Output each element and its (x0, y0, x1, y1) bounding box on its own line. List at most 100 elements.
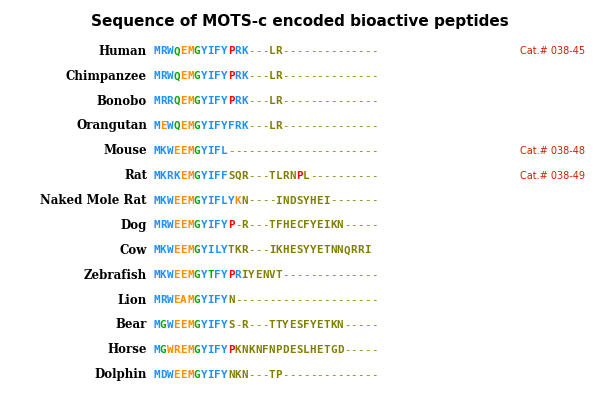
Text: M: M (153, 220, 160, 231)
Text: R: R (235, 71, 241, 81)
Text: -: - (350, 320, 357, 330)
Text: -: - (262, 220, 268, 231)
Text: F: F (214, 345, 221, 355)
Text: -: - (337, 46, 343, 56)
Text: G: G (194, 71, 200, 81)
Text: N: N (269, 345, 275, 355)
Text: F: F (214, 171, 221, 181)
Text: -: - (255, 220, 262, 231)
Text: -: - (310, 71, 316, 81)
Text: -: - (248, 295, 255, 305)
Text: -: - (316, 146, 323, 156)
Text: R: R (242, 171, 248, 181)
Text: M: M (153, 295, 160, 305)
Text: Q: Q (173, 71, 180, 81)
Text: -: - (350, 121, 357, 131)
Text: F: F (214, 196, 221, 206)
Text: -: - (248, 146, 255, 156)
Text: I: I (269, 245, 275, 255)
Text: E: E (316, 196, 323, 206)
Text: -: - (248, 196, 255, 206)
Text: K: K (248, 345, 255, 355)
Text: -: - (358, 121, 364, 131)
Text: I: I (208, 345, 214, 355)
Text: M: M (153, 270, 160, 280)
Text: M: M (187, 71, 194, 81)
Text: -: - (303, 295, 310, 305)
Text: L: L (221, 196, 227, 206)
Text: -: - (269, 295, 275, 305)
Text: -: - (255, 320, 262, 330)
Text: H: H (310, 345, 316, 355)
Text: -: - (316, 46, 323, 56)
Text: Y: Y (200, 270, 207, 280)
Text: S: S (296, 245, 302, 255)
Text: -: - (289, 369, 296, 380)
Text: -: - (344, 270, 350, 280)
Text: M: M (187, 46, 194, 56)
Text: N: N (337, 245, 343, 255)
Text: E: E (173, 196, 180, 206)
Text: Y: Y (310, 220, 316, 231)
Text: R: R (350, 245, 357, 255)
Text: K: K (242, 121, 248, 131)
Text: -: - (344, 96, 350, 106)
Text: M: M (187, 245, 194, 255)
Text: F: F (303, 220, 310, 231)
Text: Y: Y (200, 146, 207, 156)
Text: -: - (262, 245, 268, 255)
Text: Q: Q (344, 245, 350, 255)
Text: -: - (255, 121, 262, 131)
Text: -: - (344, 295, 350, 305)
Text: R: R (275, 71, 282, 81)
Text: I: I (208, 46, 214, 56)
Text: M: M (187, 196, 194, 206)
Text: -: - (344, 196, 350, 206)
Text: -: - (323, 146, 330, 156)
Text: -: - (316, 96, 323, 106)
Text: -: - (296, 71, 302, 81)
Text: -: - (255, 369, 262, 380)
Text: R: R (358, 245, 364, 255)
Text: Y: Y (221, 320, 227, 330)
Text: M: M (187, 295, 194, 305)
Text: -: - (330, 96, 337, 106)
Text: Y: Y (200, 369, 207, 380)
Text: -: - (358, 345, 364, 355)
Text: L: L (269, 71, 275, 81)
Text: -: - (330, 295, 337, 305)
Text: M: M (187, 369, 194, 380)
Text: -: - (330, 46, 337, 56)
Text: -: - (310, 369, 316, 380)
Text: H: H (283, 245, 289, 255)
Text: -: - (283, 121, 289, 131)
Text: -: - (262, 121, 268, 131)
Text: R: R (160, 96, 166, 106)
Text: K: K (242, 46, 248, 56)
Text: E: E (289, 345, 296, 355)
Text: -: - (358, 295, 364, 305)
Text: F: F (214, 295, 221, 305)
Text: Rat: Rat (124, 169, 147, 182)
Text: Lion: Lion (118, 293, 147, 307)
Text: -: - (262, 171, 268, 181)
Text: -: - (337, 146, 343, 156)
Text: Cat.# 038-48: Cat.# 038-48 (520, 146, 585, 156)
Text: Y: Y (303, 245, 310, 255)
Text: -: - (344, 369, 350, 380)
Text: R: R (160, 71, 166, 81)
Text: -: - (303, 96, 310, 106)
Text: Horse: Horse (107, 343, 147, 356)
Text: -: - (344, 320, 350, 330)
Text: N: N (228, 369, 235, 380)
Text: E: E (180, 96, 187, 106)
Text: R: R (275, 46, 282, 56)
Text: D: D (160, 369, 166, 380)
Text: -: - (242, 146, 248, 156)
Text: -: - (371, 121, 377, 131)
Text: G: G (194, 320, 200, 330)
Text: -: - (350, 270, 357, 280)
Text: N: N (242, 196, 248, 206)
Text: Y: Y (221, 345, 227, 355)
Text: -: - (248, 220, 255, 231)
